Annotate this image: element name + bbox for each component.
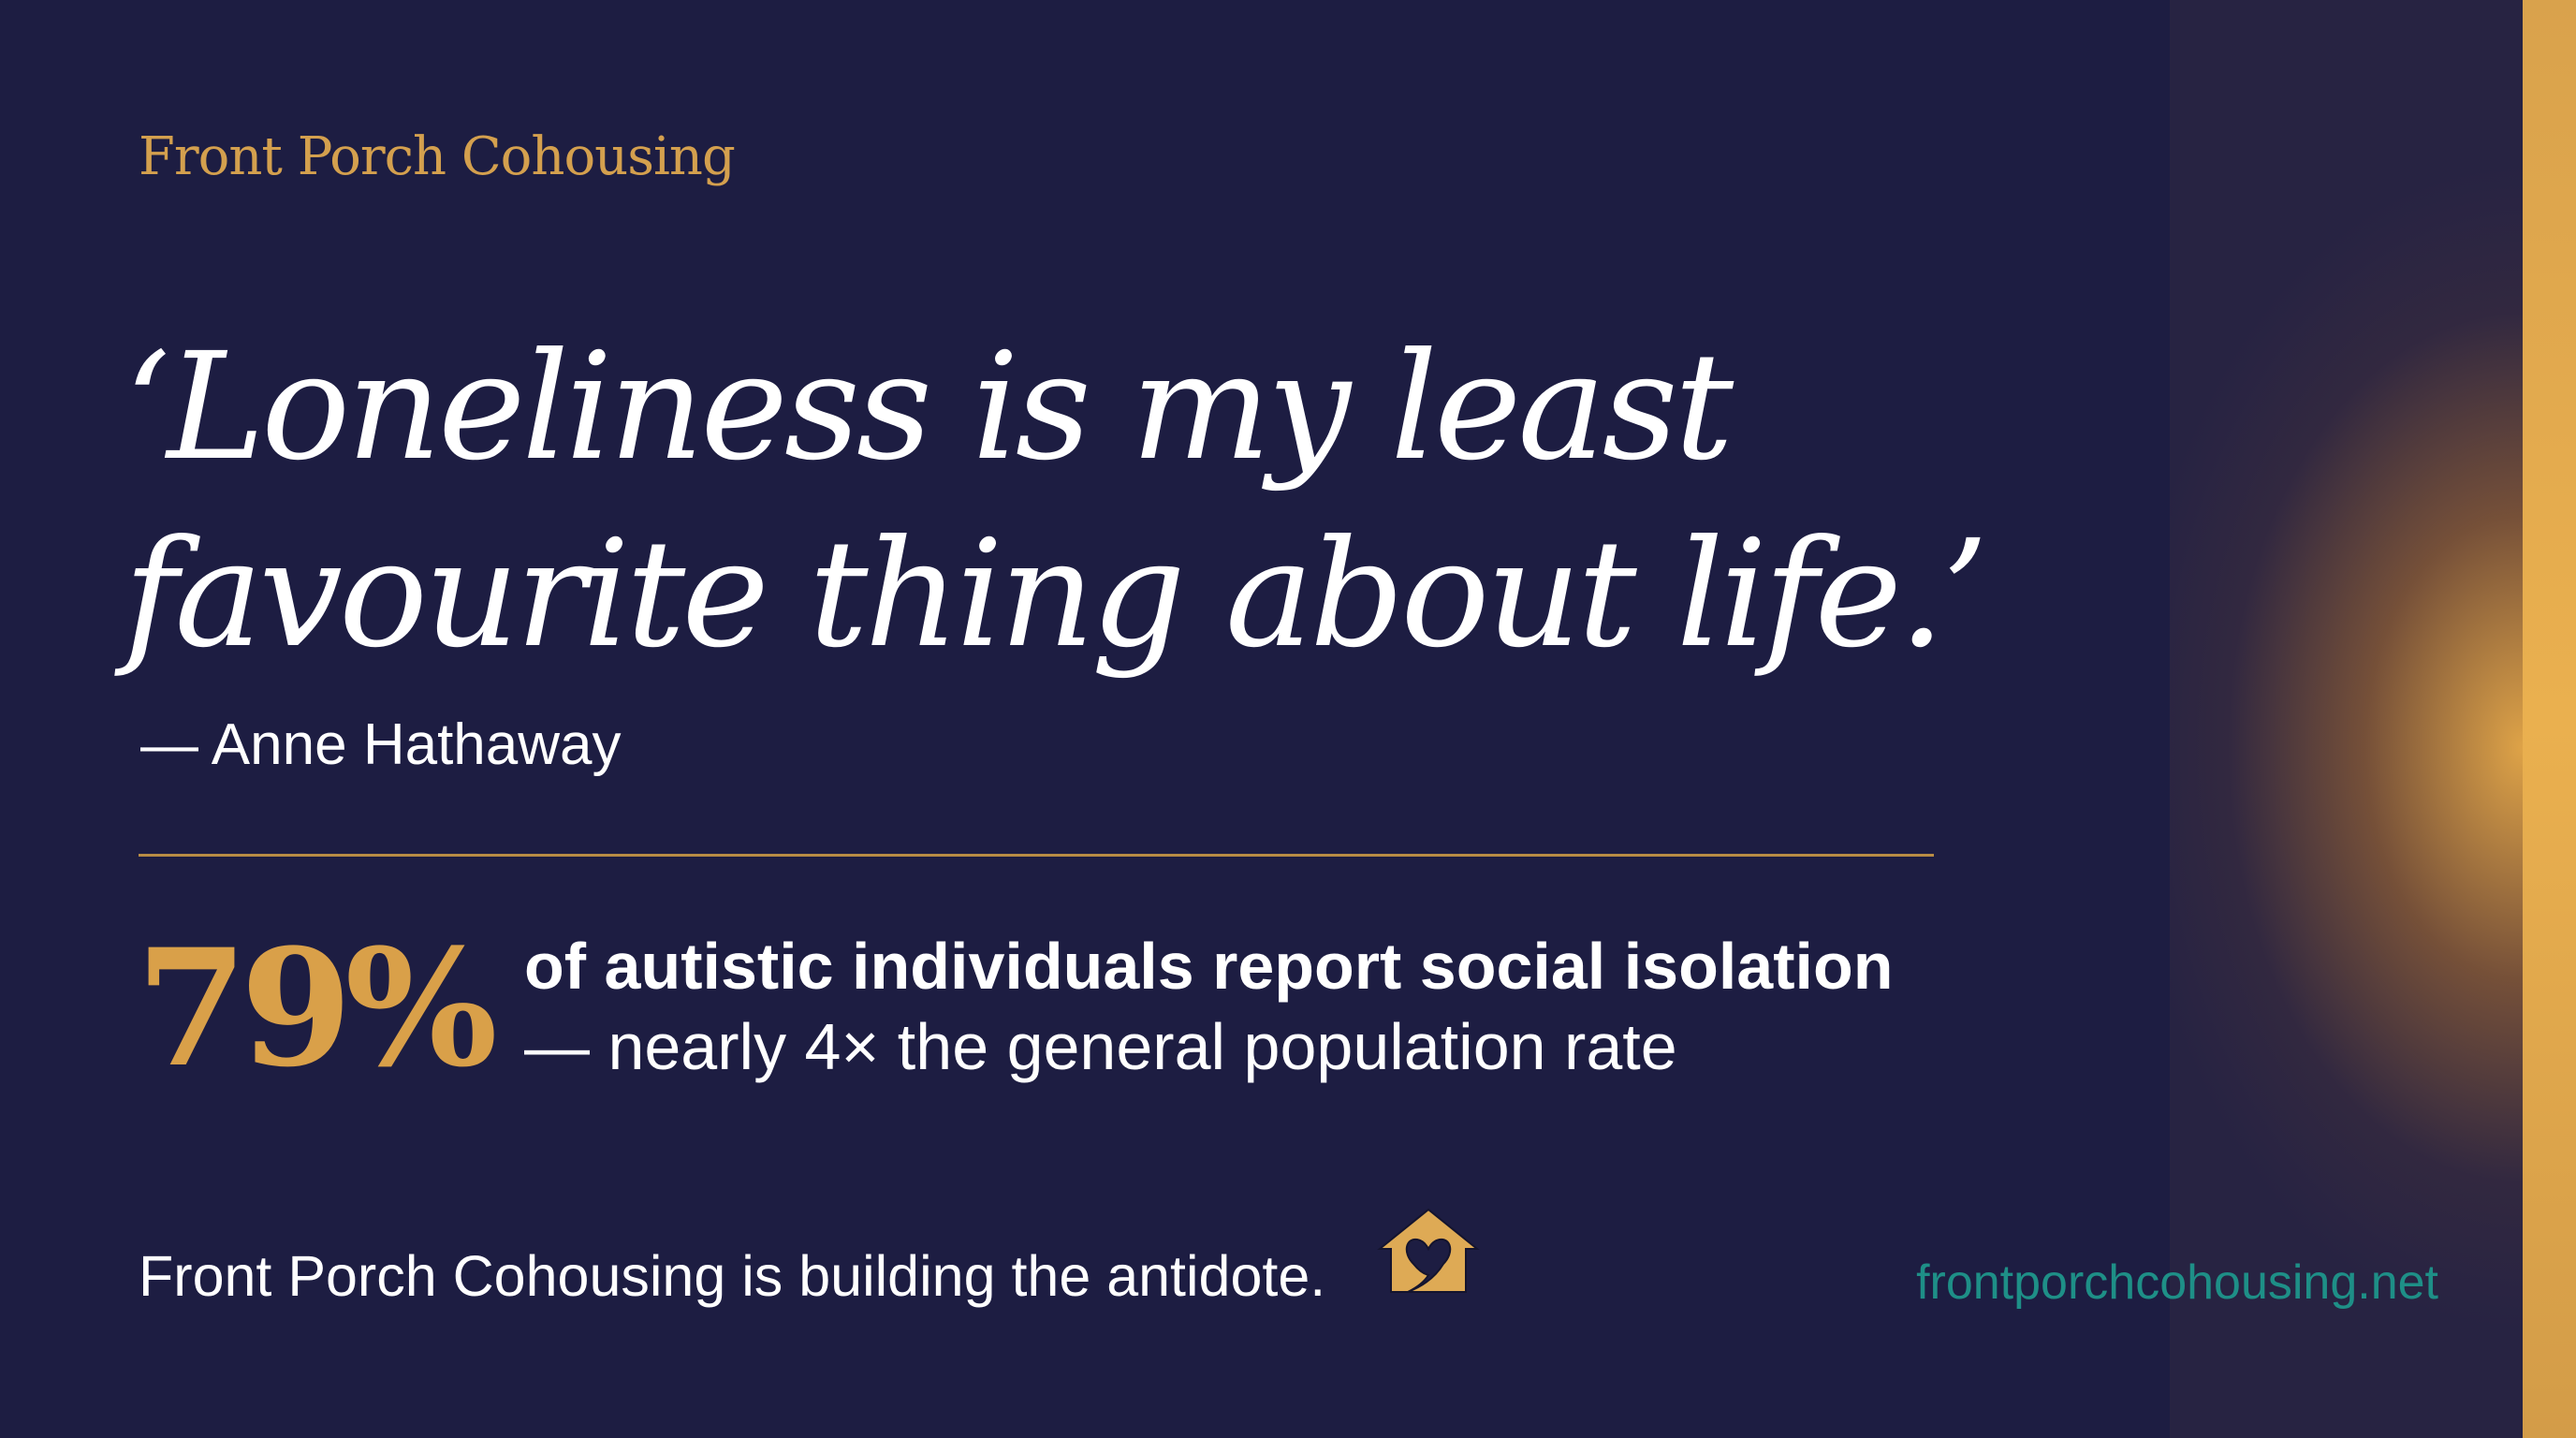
accent-bar xyxy=(2523,0,2576,1438)
tagline: Front Porch Cohousing is building the an… xyxy=(139,1244,1326,1308)
quote-line-2: favourite thing about life.’ xyxy=(124,508,1988,681)
stat-description-line-1: of autistic individuals report social is… xyxy=(524,930,1894,1003)
decorative-glow xyxy=(2170,0,2523,1438)
stat-value: 79% xyxy=(136,913,498,1103)
quote-attribution: — Anne Hathaway xyxy=(140,712,622,777)
house-heart-icon xyxy=(1377,1208,1480,1293)
divider xyxy=(139,854,1934,857)
stat-description-line-2: — nearly 4× the general population rate xyxy=(524,1010,1677,1083)
brand-name: Front Porch Cohousing xyxy=(139,126,736,187)
website-link[interactable]: frontporchcohousing.net xyxy=(1916,1255,2438,1310)
quote-line-1: ‘Loneliness is my least xyxy=(124,321,1734,493)
quote: ‘Loneliness is my least favourite thing … xyxy=(124,314,1988,688)
